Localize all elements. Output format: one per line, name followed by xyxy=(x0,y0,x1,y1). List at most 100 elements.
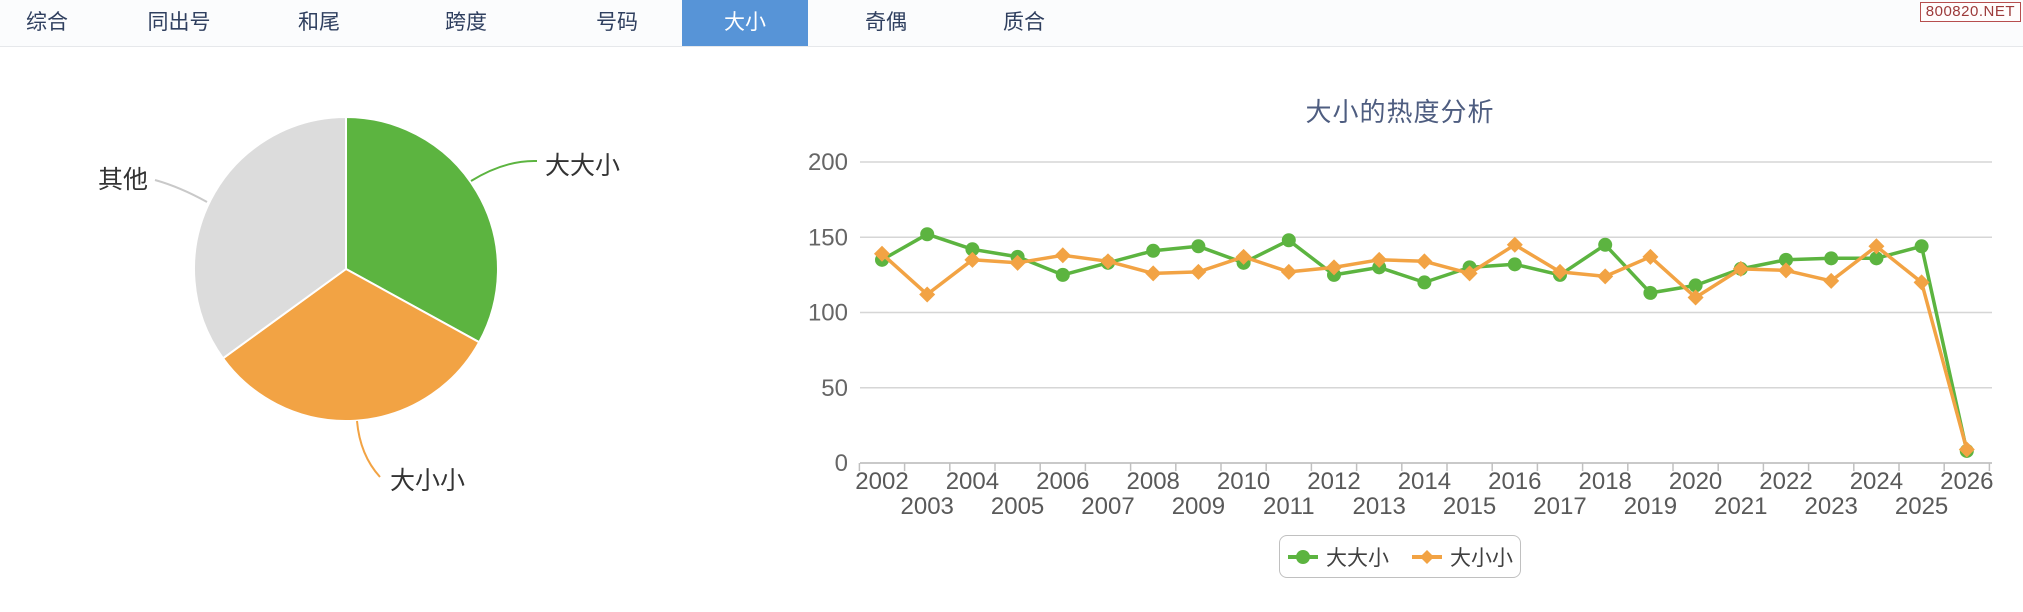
data-point-diamond[interactable] xyxy=(1416,253,1433,270)
data-point-diamond[interactable] xyxy=(1054,247,1071,264)
legend-item-dadaxiao[interactable]: 大大小 xyxy=(1287,542,1389,572)
x-tick-label: 2008 xyxy=(1127,468,1180,495)
data-point-circle[interactable] xyxy=(1417,275,1432,290)
x-tick-label: 2015 xyxy=(1443,493,1496,520)
data-point-diamond[interactable] xyxy=(1326,259,1342,276)
y-tick-label: 50 xyxy=(821,375,848,402)
data-point-circle[interactable] xyxy=(1598,237,1613,252)
data-point-circle[interactable] xyxy=(1055,267,1070,282)
y-tick-label: 150 xyxy=(808,224,848,251)
data-point-circle[interactable] xyxy=(1824,251,1839,266)
data-point-diamond[interactable] xyxy=(919,286,936,303)
data-point-circle[interactable] xyxy=(1914,239,1929,254)
x-tick-label: 2002 xyxy=(855,468,908,495)
x-tick-label: 2007 xyxy=(1081,493,1134,520)
pie-label-dadaxiao: 大大小 xyxy=(545,152,620,180)
line-chart: 0 50 100 150 200 2002200320042005200620072008… xyxy=(808,149,1994,520)
pie-slice[interactable] xyxy=(221,267,481,422)
data-point-diamond[interactable] xyxy=(1687,289,1704,306)
data-point-diamond[interactable] xyxy=(1823,272,1840,289)
tab-zhihe[interactable]: 质合 xyxy=(1003,11,1045,34)
data-point-diamond[interactable] xyxy=(1642,248,1659,265)
x-tick-label: 2009 xyxy=(1172,493,1225,520)
x-tick-label: 2004 xyxy=(946,468,999,495)
data-point-circle[interactable] xyxy=(1643,285,1658,300)
tab-tongchuhao[interactable]: 同出号 xyxy=(147,11,211,34)
line-chart-title: 大小的热度分析 xyxy=(1305,97,1494,127)
legend-item-daxiaoxiao[interactable]: 大小小 xyxy=(1411,542,1513,572)
x-tick-label: 2020 xyxy=(1669,468,1722,495)
y-tick-label: 100 xyxy=(808,300,848,327)
y-tick-label: 0 xyxy=(835,450,848,477)
legend-label: 大大小 xyxy=(1326,546,1389,570)
tab-haoma[interactable]: 号码 xyxy=(596,11,638,34)
pie-slice[interactable] xyxy=(345,115,499,344)
pie-label-daxiaoxiao: 大小小 xyxy=(390,467,465,495)
x-tick-label: 2019 xyxy=(1624,493,1677,520)
data-point-circle[interactable] xyxy=(1146,243,1161,258)
data-point-circle[interactable] xyxy=(1507,257,1522,272)
x-tick-label: 2005 xyxy=(991,493,1044,520)
x-tick-label: 2024 xyxy=(1850,468,1903,495)
data-point-diamond[interactable] xyxy=(964,251,981,268)
tab-bar: 综合 同出号 和尾 跨度 号码 大小 奇偶 质合 xyxy=(0,0,2023,47)
x-tick-label: 2016 xyxy=(1488,468,1541,495)
x-tick-label: 2006 xyxy=(1036,468,1089,495)
x-tick-label: 2003 xyxy=(901,493,954,520)
pie-chart xyxy=(193,115,499,422)
data-point-circle[interactable] xyxy=(1869,251,1884,266)
legend-label: 大小小 xyxy=(1450,546,1513,570)
legend-marker-circle-icon xyxy=(1288,549,1318,564)
data-point-diamond[interactable] xyxy=(1913,274,1930,291)
data-point-diamond[interactable] xyxy=(1958,441,1975,458)
data-point-diamond[interactable] xyxy=(1100,253,1116,270)
data-point-diamond[interactable] xyxy=(1190,263,1207,280)
data-point-diamond[interactable] xyxy=(1371,251,1388,268)
data-point-circle[interactable] xyxy=(1779,252,1793,267)
data-point-diamond[interactable] xyxy=(874,245,890,262)
data-point-circle[interactable] xyxy=(920,227,935,242)
x-tick-label: 2013 xyxy=(1353,493,1406,520)
data-point-diamond[interactable] xyxy=(1009,254,1026,271)
x-tick-label: 2021 xyxy=(1714,493,1767,520)
data-point-diamond[interactable] xyxy=(1778,262,1794,279)
pie-leader-dadaxiao xyxy=(470,159,538,182)
data-point-diamond[interactable] xyxy=(1280,263,1297,280)
x-tick-label: 2012 xyxy=(1307,468,1360,495)
site-watermark-badge[interactable]: 800820.NET xyxy=(1919,2,2021,22)
data-point-circle[interactable] xyxy=(1688,278,1703,293)
data-point-circle[interactable] xyxy=(1191,239,1206,254)
data-point-diamond[interactable] xyxy=(1597,268,1614,285)
x-tick-label: 2017 xyxy=(1533,493,1586,520)
data-point-circle[interactable] xyxy=(965,242,980,257)
x-tick-label: 2023 xyxy=(1805,493,1858,520)
tab-kuadu[interactable]: 跨度 xyxy=(445,11,487,34)
y-tick-label: 200 xyxy=(808,149,848,176)
chart-legend: 大大小 大小小 xyxy=(1279,535,1521,578)
data-point-diamond[interactable] xyxy=(1461,265,1478,282)
data-point-diamond[interactable] xyxy=(1732,260,1749,277)
pie-leader-daxiaoxiao xyxy=(356,420,381,478)
data-point-diamond[interactable] xyxy=(1868,238,1885,255)
tab-daxiao[interactable]: 大小 xyxy=(682,0,808,46)
data-point-diamond[interactable] xyxy=(1235,248,1252,265)
x-tick-label: 2010 xyxy=(1217,468,1270,495)
data-point-circle[interactable] xyxy=(1281,233,1296,248)
tab-hewei[interactable]: 和尾 xyxy=(298,11,340,34)
data-point-diamond[interactable] xyxy=(1145,265,1162,282)
legend-marker-diamond-icon xyxy=(1412,549,1442,564)
x-tick-label: 2022 xyxy=(1759,468,1812,495)
data-point-diamond[interactable] xyxy=(1506,236,1523,253)
x-tick-label: 2018 xyxy=(1579,468,1632,495)
x-tick-label: 2025 xyxy=(1895,493,1948,520)
pie-label-other: 其他 xyxy=(98,166,148,194)
pie-slice[interactable] xyxy=(193,115,347,360)
x-tick-label: 2014 xyxy=(1398,468,1451,495)
tab-zonghe[interactable]: 综合 xyxy=(26,11,68,34)
pie-leader-other xyxy=(154,179,208,203)
x-tick-label: 2026 xyxy=(1940,468,1993,495)
tab-qiou[interactable]: 奇偶 xyxy=(865,11,907,34)
data-point-diamond[interactable] xyxy=(1552,263,1568,280)
